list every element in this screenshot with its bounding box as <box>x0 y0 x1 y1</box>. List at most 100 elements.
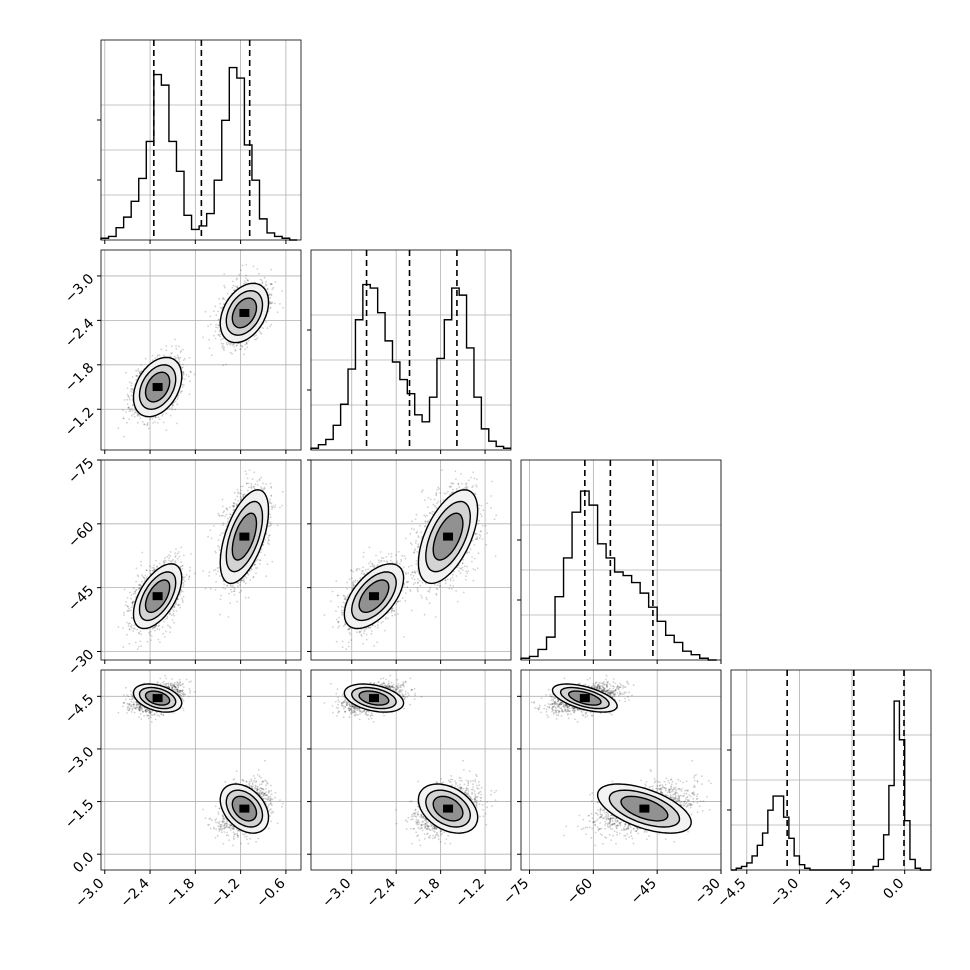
sample-point <box>175 347 178 350</box>
sample-point <box>244 470 247 473</box>
sample-point <box>132 600 135 603</box>
sample-point <box>125 411 127 413</box>
sample-point <box>177 394 180 396</box>
sample-point <box>261 281 264 283</box>
sample-point <box>129 625 132 628</box>
sample-point <box>137 368 140 370</box>
sample-point <box>175 610 178 612</box>
sample-point <box>226 343 229 346</box>
sample-point <box>226 584 228 587</box>
sample-point <box>127 610 130 612</box>
sample-point <box>222 364 225 367</box>
sample-point <box>134 411 137 414</box>
sample-point <box>174 560 177 562</box>
sample-point <box>136 413 139 416</box>
sample-point <box>242 485 244 488</box>
histogram-step <box>100 66 298 241</box>
sample-point <box>139 630 142 632</box>
sample-point <box>243 280 246 282</box>
sample-point <box>223 346 226 349</box>
sample-point <box>266 327 269 329</box>
panel-frame <box>100 249 302 451</box>
sample-point <box>136 628 139 631</box>
sample-point <box>168 625 171 628</box>
sample-point <box>146 640 149 643</box>
sample-point <box>177 356 180 359</box>
sample-point <box>153 568 156 571</box>
sample-point <box>168 557 171 559</box>
sample-point <box>227 517 229 520</box>
sample-point <box>221 498 224 501</box>
sample-point <box>222 297 224 300</box>
sample-point <box>135 580 138 583</box>
sample-point <box>123 399 126 401</box>
sample-point <box>241 345 243 348</box>
sample-point <box>156 566 159 568</box>
sample-point <box>144 574 147 577</box>
sample-point <box>126 609 129 612</box>
sample-point <box>155 559 157 562</box>
sample-point <box>270 268 273 271</box>
sample-point <box>139 583 142 586</box>
sample-point <box>174 338 177 341</box>
sample-point <box>181 366 184 369</box>
sample-point <box>193 373 196 376</box>
sample-point <box>217 310 219 313</box>
sample-point <box>151 567 154 569</box>
sample-point <box>244 596 247 599</box>
sample-point <box>156 356 159 358</box>
sample-point <box>202 570 205 572</box>
sample-point <box>222 296 224 299</box>
panel-bg <box>311 250 511 450</box>
sample-point <box>246 279 249 281</box>
sample-point <box>130 388 133 390</box>
sample-point <box>137 370 140 372</box>
sample-point <box>137 575 140 578</box>
sample-point <box>219 534 222 536</box>
sample-point <box>220 342 223 345</box>
sample-point <box>207 325 210 328</box>
sample-point <box>247 340 250 342</box>
sample-point <box>170 345 173 348</box>
sample-point <box>247 573 250 576</box>
sample-point <box>244 348 246 350</box>
sample-point <box>219 333 222 335</box>
sample-point <box>130 616 133 619</box>
sample-point <box>180 546 183 549</box>
sample-point <box>134 591 137 593</box>
sample-point <box>173 614 176 617</box>
sample-point <box>141 574 143 576</box>
sample-point <box>182 581 184 584</box>
sample-point <box>151 418 154 420</box>
sample-point <box>123 435 125 438</box>
sample-point <box>233 289 236 292</box>
sample-point <box>130 624 133 627</box>
sample-point <box>272 286 275 289</box>
sample-point <box>269 296 272 299</box>
sample-point <box>153 568 156 570</box>
sample-point <box>127 625 130 627</box>
sample-point <box>151 359 154 361</box>
sample-point <box>269 502 272 504</box>
sample-point <box>248 486 250 489</box>
sample-point <box>269 513 272 516</box>
sample-point <box>245 277 247 279</box>
panel-1-1 <box>307 249 512 454</box>
sample-point <box>218 548 221 551</box>
sample-point <box>223 510 226 513</box>
sample-point <box>245 342 248 344</box>
sample-point <box>218 318 221 321</box>
sample-point <box>177 396 180 399</box>
sample-point <box>145 576 148 578</box>
sample-point <box>140 633 143 636</box>
sample-point <box>164 557 166 559</box>
sample-point <box>184 357 186 360</box>
sample-point <box>134 590 136 593</box>
sample-point <box>243 579 245 582</box>
sample-point <box>245 343 248 345</box>
sample-point <box>218 575 221 577</box>
sample-point <box>159 641 161 644</box>
sample-point <box>175 345 177 347</box>
sample-point <box>178 358 181 361</box>
sample-point <box>226 520 229 523</box>
